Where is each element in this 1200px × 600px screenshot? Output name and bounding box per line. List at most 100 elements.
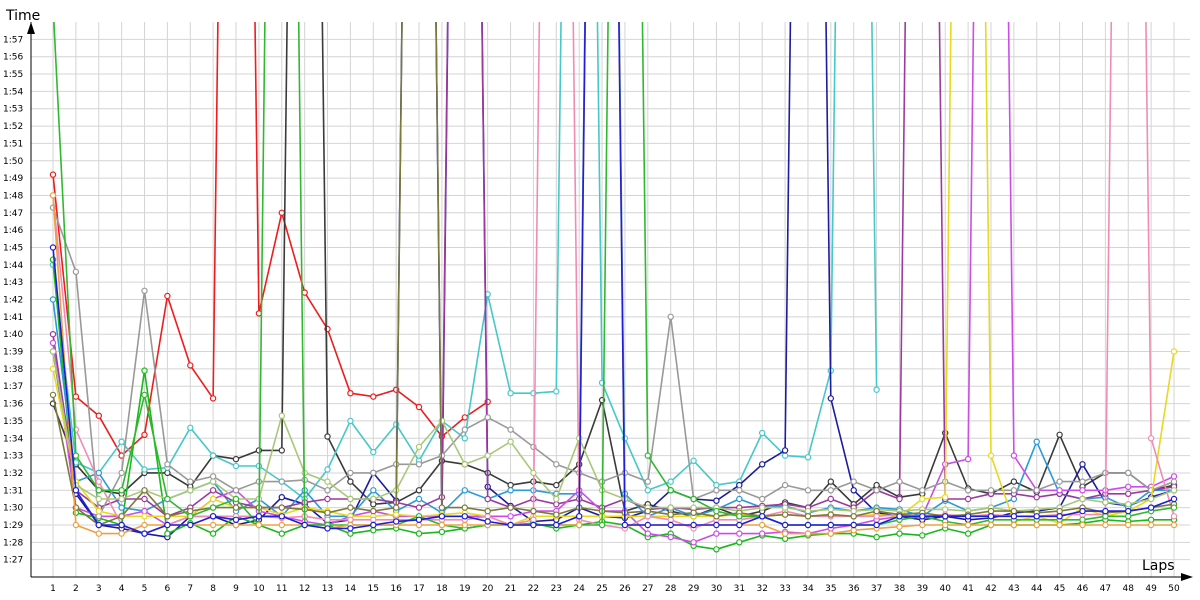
- data-point: [347, 525, 354, 532]
- data-point: [72, 521, 80, 529]
- data-point: [393, 421, 400, 428]
- series-line: [52, 22, 1174, 535]
- data-point: [896, 495, 903, 503]
- data-point: [759, 461, 766, 468]
- data-point: [1102, 499, 1109, 506]
- data-point: [850, 513, 857, 520]
- data-point: [187, 478, 194, 485]
- data-point: [232, 521, 240, 529]
- data-point: [141, 391, 148, 399]
- data-point: [1124, 483, 1132, 490]
- data-point: [141, 367, 148, 374]
- data-point: [667, 533, 674, 541]
- data-point: [827, 487, 835, 494]
- data-point: [1124, 501, 1132, 508]
- data-point: [827, 395, 835, 402]
- data-point: [1056, 487, 1063, 494]
- data-point: [781, 452, 789, 459]
- data-point: [759, 429, 766, 437]
- data-point: [804, 507, 812, 515]
- data-point: [278, 530, 285, 537]
- data-point: [370, 469, 377, 477]
- data-point: [827, 495, 835, 503]
- data-point: [141, 431, 148, 438]
- data-point: [759, 495, 766, 503]
- data-point: [164, 530, 171, 537]
- data-point: [1170, 504, 1178, 511]
- data-point: [370, 521, 377, 529]
- data-point: [713, 481, 720, 489]
- data-point: [415, 530, 423, 537]
- y-tick-label: 1:57: [3, 35, 23, 45]
- data-point: [49, 391, 57, 399]
- series-1: [49, 22, 491, 459]
- x-tick-label: 24: [573, 584, 585, 594]
- data-point: [461, 513, 468, 520]
- data-point: [621, 521, 629, 529]
- x-tick-label: 19: [459, 584, 471, 594]
- data-point: [1079, 495, 1086, 503]
- data-point: [1010, 495, 1018, 503]
- data-point: [553, 521, 560, 529]
- data-point: [187, 521, 194, 529]
- data-point: [209, 473, 217, 480]
- data-point: [347, 504, 354, 511]
- data-point: [438, 521, 446, 529]
- data-point: [1124, 490, 1132, 497]
- y-tick-label: 1:34: [3, 434, 23, 444]
- data-point: [209, 452, 217, 459]
- data-point: [827, 521, 835, 529]
- x-tick-label: 26: [619, 584, 631, 594]
- data-point: [484, 414, 491, 421]
- data-point: [118, 530, 125, 537]
- data-point: [324, 516, 331, 524]
- data-point: [576, 521, 583, 529]
- data-point: [736, 487, 743, 494]
- data-point: [713, 530, 720, 537]
- data-point: [255, 521, 263, 529]
- x-axis-arrow-icon: [1181, 573, 1193, 581]
- data-point: [393, 504, 400, 511]
- data-point: [209, 487, 217, 494]
- data-point: [1010, 521, 1018, 529]
- data-point: [1079, 461, 1086, 468]
- data-point: [942, 506, 949, 513]
- data-point: [278, 494, 285, 501]
- data-point: [827, 506, 835, 513]
- data-point: [1124, 469, 1132, 477]
- data-point: [278, 478, 285, 485]
- data-point: [278, 209, 285, 216]
- data-point: [507, 521, 514, 529]
- data-point: [118, 521, 125, 529]
- data-point: [484, 452, 491, 459]
- data-point: [896, 513, 903, 520]
- series-line: [52, 22, 1174, 518]
- x-tick-label: 43: [1008, 584, 1019, 594]
- x-tick-label: 4: [119, 584, 125, 594]
- data-point: [1147, 435, 1155, 442]
- data-point: [713, 507, 720, 515]
- x-tick-label: 44: [1031, 584, 1043, 594]
- data-point: [1102, 521, 1109, 529]
- data-point: [1033, 521, 1040, 529]
- data-point: [781, 521, 789, 529]
- data-point: [1079, 516, 1086, 524]
- data-point: [95, 469, 103, 477]
- data-point: [415, 504, 423, 511]
- data-point: [141, 487, 148, 494]
- y-tick-label: 1:45: [3, 243, 23, 253]
- data-point: [324, 509, 331, 516]
- y-tick-label: 1:27: [3, 556, 23, 566]
- y-tick-label: 1:52: [3, 122, 23, 132]
- x-tick-label: 38: [894, 584, 906, 594]
- data-point: [209, 504, 217, 511]
- data-point: [1170, 495, 1178, 503]
- data-point: [278, 513, 285, 520]
- data-point: [713, 546, 720, 553]
- data-point: [415, 403, 423, 411]
- data-point: [164, 513, 171, 520]
- data-point: [530, 516, 537, 524]
- series-line: [52, 22, 1175, 544]
- x-tick-label: 48: [1123, 584, 1135, 594]
- data-point: [896, 530, 903, 537]
